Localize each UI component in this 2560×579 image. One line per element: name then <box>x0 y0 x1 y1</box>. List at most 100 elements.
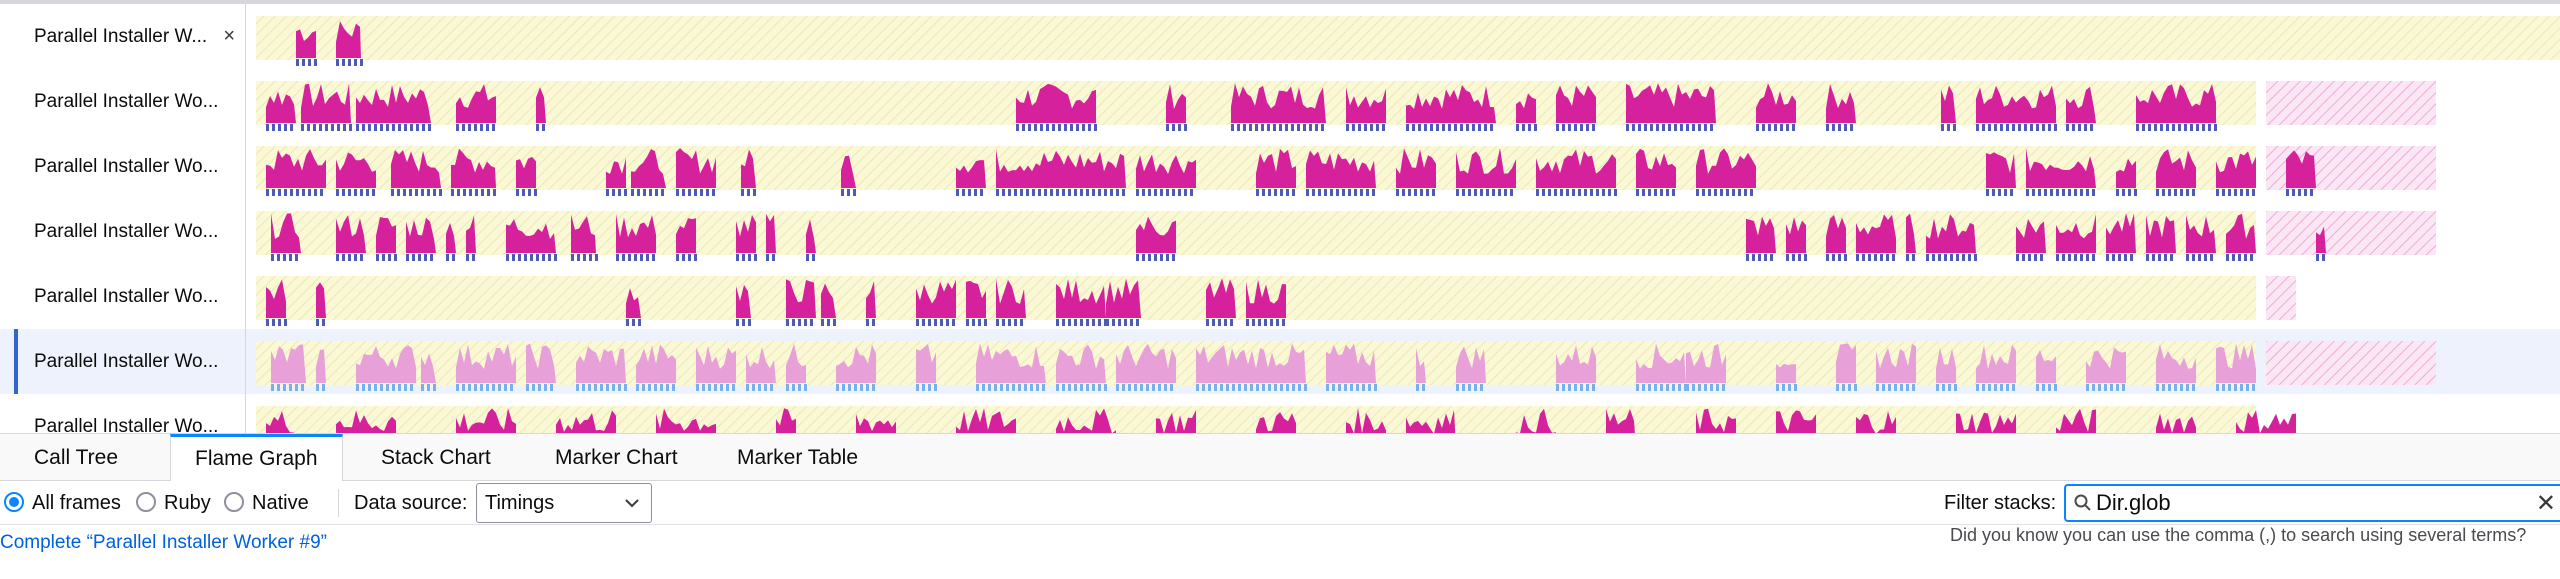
clear-filter-icon[interactable]: ✕ <box>2535 490 2556 517</box>
sample-marker <box>2062 254 2065 261</box>
tab-stack-chart[interactable]: Stack Chart <box>381 446 491 469</box>
thread-track-label[interactable]: Parallel Installer Wo... <box>14 329 246 394</box>
thread-track-label[interactable]: Parallel Installer W... × <box>14 4 246 69</box>
sample-marker <box>2084 124 2087 131</box>
sample-marker <box>1868 254 1871 261</box>
tab-call-tree[interactable]: Call Tree <box>34 446 119 469</box>
cpu-activity-burst <box>976 343 1046 383</box>
sample-marker <box>1832 124 1835 131</box>
sample-marker <box>1160 254 1163 261</box>
sample-marker <box>1680 124 1683 131</box>
thread-track-row[interactable]: Parallel Installer W... × <box>0 4 2560 70</box>
filter-stacks-input[interactable] <box>2096 488 2496 518</box>
sample-marker <box>792 384 795 391</box>
thread-activity-graph[interactable] <box>256 77 2560 131</box>
cpu-activity-burst <box>1196 343 1306 383</box>
thread-track-row[interactable]: Parallel Installer Wo... <box>0 134 2560 200</box>
cpu-activity-burst <box>2216 343 2256 383</box>
thread-track-label[interactable]: Parallel Installer Wo... <box>14 264 246 329</box>
sample-marker <box>510 384 513 391</box>
cpu-activity-burst <box>571 214 596 253</box>
tab-flame-graph[interactable]: Flame Graph <box>170 434 343 481</box>
sample-marker <box>424 254 427 261</box>
native-radio[interactable] <box>224 492 244 512</box>
thread-track-row[interactable]: Parallel Installer Wo... <box>0 199 2560 265</box>
sample-marker <box>1942 384 1945 391</box>
thread-track-row[interactable]: Parallel Installer Wo... <box>0 394 2560 437</box>
sample-marker <box>736 254 739 261</box>
tab-marker-table[interactable]: Marker Table <box>737 446 858 469</box>
sample-marker <box>462 384 465 391</box>
sample-marker <box>984 319 987 326</box>
sample-marker <box>786 319 789 326</box>
thread-activity-graph[interactable] <box>256 12 2560 66</box>
sample-marker <box>325 124 328 131</box>
thread-track-row[interactable]: Parallel Installer Wo... <box>0 264 2560 330</box>
close-icon[interactable]: × <box>223 25 235 47</box>
thread-track-label[interactable]: Parallel Installer Wo... <box>14 134 246 199</box>
sample-marker <box>571 254 574 261</box>
sample-marker <box>481 189 484 196</box>
filter-stacks-field[interactable]: ✕ <box>2064 484 2560 522</box>
sample-marker <box>469 189 472 196</box>
thread-track-label[interactable]: Parallel Installer Wo... <box>14 199 246 264</box>
sample-marker <box>1270 319 1273 326</box>
tab-marker-chart[interactable]: Marker Chart <box>555 446 678 469</box>
sample-marker <box>428 124 431 131</box>
sample-marker <box>1008 189 1011 196</box>
sample-marker <box>1342 189 1345 196</box>
sample-marker <box>348 189 351 196</box>
sample-marker <box>842 384 845 391</box>
all-frames-radio[interactable] <box>4 492 24 512</box>
sample-marker <box>1214 384 1217 391</box>
thread-track-label[interactable]: Parallel Installer Wo... <box>14 69 246 134</box>
thread-track-row[interactable]: Parallel Installer Wo... <box>0 69 2560 135</box>
sample-marker <box>847 189 850 196</box>
sample-marker <box>1246 319 1249 326</box>
sample-marker <box>2118 254 2121 261</box>
sample-marker <box>661 189 664 196</box>
sample-marker <box>354 254 357 261</box>
thread-activity-graph[interactable] <box>256 402 2560 437</box>
sample-marker <box>2170 254 2173 261</box>
sample-marker <box>1826 254 1829 261</box>
sample-marker <box>1542 189 1545 196</box>
sample-marker <box>433 189 436 196</box>
sample-marker <box>1166 124 1169 131</box>
breadcrumb-complete-range[interactable]: Complete “Parallel Installer Worker #9” <box>0 532 327 553</box>
thread-activity-graph[interactable] <box>256 142 2560 196</box>
sample-marker <box>1468 189 1471 196</box>
sample-marker <box>498 384 501 391</box>
thread-activity-graph[interactable] <box>256 207 2560 261</box>
sample-marker <box>694 254 697 261</box>
sample-marker <box>2146 254 2149 261</box>
thread-activity-graph[interactable] <box>256 337 2560 391</box>
sample-marker <box>1636 384 1639 391</box>
ruby-radio[interactable] <box>136 492 156 512</box>
sample-marker <box>1704 124 1707 131</box>
cpu-activity-burst <box>996 149 1126 188</box>
thread-activity-graph[interactable] <box>256 272 2560 326</box>
sample-marker <box>1212 319 1215 326</box>
sample-marker <box>337 124 340 131</box>
sample-marker <box>1578 189 1581 196</box>
sample-marker <box>1309 124 1312 131</box>
sample-marker <box>1034 124 1037 131</box>
sample-marker <box>1534 124 1537 131</box>
search-icon <box>2074 494 2091 511</box>
sample-marker <box>289 384 292 391</box>
sample-marker <box>1648 189 1651 196</box>
sample-marker <box>1280 384 1283 391</box>
cpu-activity-burst <box>1416 347 1426 383</box>
sample-marker <box>409 189 412 196</box>
thread-track-row[interactable]: Parallel Installer Wo... <box>0 329 2560 395</box>
sample-marker <box>301 384 304 391</box>
thread-track-label[interactable]: Parallel Installer Wo... <box>14 394 246 437</box>
data-source-select[interactable]: Timings <box>476 483 652 523</box>
sample-marker <box>1094 124 1097 131</box>
sample-marker <box>1792 254 1795 261</box>
sample-marker <box>1164 384 1167 391</box>
sample-marker <box>1052 124 1055 131</box>
sample-marker <box>354 189 357 196</box>
sample-marker <box>872 319 875 326</box>
